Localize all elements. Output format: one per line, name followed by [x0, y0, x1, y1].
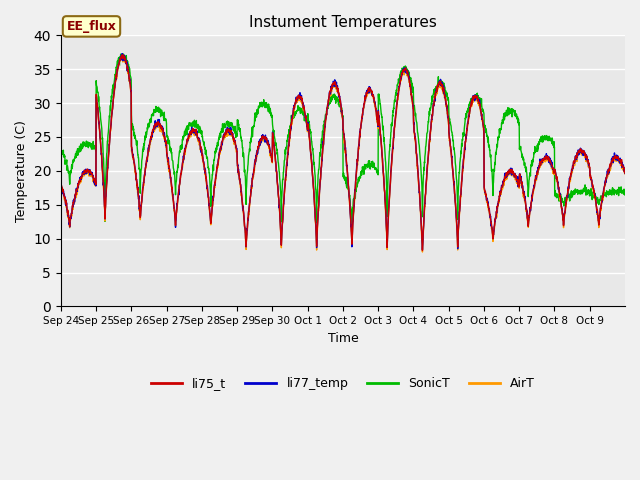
Text: EE_flux: EE_flux	[67, 20, 116, 33]
Legend: li75_t, li77_temp, SonicT, AirT: li75_t, li77_temp, SonicT, AirT	[146, 372, 540, 396]
SonicT	[545, 134, 553, 140]
li75_t	[118, 52, 126, 58]
AirT	[377, 139, 385, 144]
SonicT	[513, 115, 521, 120]
li75_t	[513, 178, 521, 184]
li77_temp	[545, 154, 553, 160]
li77_temp	[118, 51, 126, 57]
li75_t	[545, 155, 553, 161]
Title: Instument Temperatures: Instument Temperatures	[249, 15, 437, 30]
li75_t	[377, 138, 385, 144]
SonicT	[378, 111, 385, 117]
li77_temp	[513, 179, 521, 185]
li77_temp	[236, 173, 243, 179]
li77_temp	[614, 156, 621, 162]
AirT	[545, 157, 553, 163]
AirT	[513, 180, 521, 186]
AirT	[120, 54, 127, 60]
Line: AirT: AirT	[61, 57, 625, 252]
li77_temp	[621, 170, 629, 176]
SonicT	[348, 222, 356, 228]
AirT	[57, 183, 65, 189]
Line: SonicT: SonicT	[61, 54, 625, 225]
Y-axis label: Temperature (C): Temperature (C)	[15, 120, 28, 222]
li75_t	[236, 173, 243, 179]
AirT	[419, 249, 426, 255]
li77_temp	[377, 136, 385, 142]
li75_t	[57, 180, 65, 185]
AirT	[614, 156, 621, 161]
li77_temp	[419, 247, 426, 252]
li75_t	[614, 155, 621, 161]
SonicT	[614, 189, 621, 195]
Line: li77_temp: li77_temp	[61, 54, 625, 250]
SonicT	[113, 60, 121, 65]
AirT	[621, 171, 629, 177]
SonicT	[621, 188, 629, 194]
Line: li75_t: li75_t	[61, 55, 625, 251]
SonicT	[120, 51, 127, 57]
AirT	[236, 175, 243, 181]
li75_t	[113, 66, 121, 72]
li75_t	[621, 170, 629, 176]
SonicT	[236, 125, 243, 131]
li75_t	[419, 248, 426, 253]
SonicT	[57, 147, 65, 153]
li77_temp	[113, 67, 121, 72]
X-axis label: Time: Time	[328, 332, 358, 345]
AirT	[113, 66, 121, 72]
li77_temp	[57, 181, 65, 187]
